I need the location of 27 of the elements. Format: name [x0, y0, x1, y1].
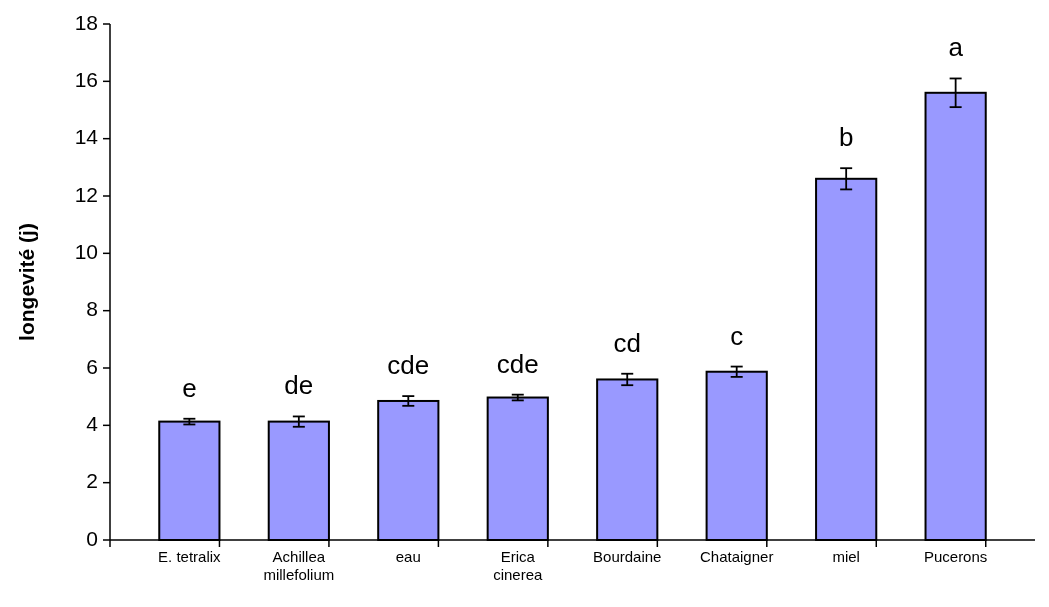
annotation: e [182, 372, 197, 403]
y-tick-label: 16 [74, 67, 98, 91]
annotation: cde [387, 350, 430, 381]
y-tick-label: 18 [74, 10, 98, 34]
x-tick-label: miel [832, 548, 860, 565]
annotation: cde [496, 348, 539, 379]
x-tick-label: Chataigner [700, 548, 774, 565]
x-tick-label: Achillea millefolium [263, 548, 335, 583]
y-tick-label: 2 [86, 469, 98, 493]
y-tick-label: 12 [74, 182, 98, 206]
y-tick-label: 4 [86, 411, 99, 435]
y-tick-label: 14 [74, 125, 99, 149]
annotation: a [948, 32, 964, 63]
x-tick-label: Bourdaine [593, 548, 662, 565]
y-axis-title: longevité (j) [14, 223, 38, 341]
x-tick-label: Pucerons [923, 548, 988, 565]
x-tick-label: Erica cinerea [493, 548, 544, 583]
y-tick-label: 8 [86, 297, 98, 321]
x-tick-label: E. tetralix [158, 548, 222, 565]
annotation: c [730, 320, 744, 351]
annotation: cd [613, 327, 641, 358]
annotation: b [838, 122, 854, 153]
y-tick-label: 6 [86, 354, 98, 378]
y-tick-label: 0 [86, 526, 98, 550]
annotation: de [284, 370, 314, 401]
y-tick-label: 10 [74, 239, 98, 263]
x-tick-label: eau [395, 548, 421, 565]
